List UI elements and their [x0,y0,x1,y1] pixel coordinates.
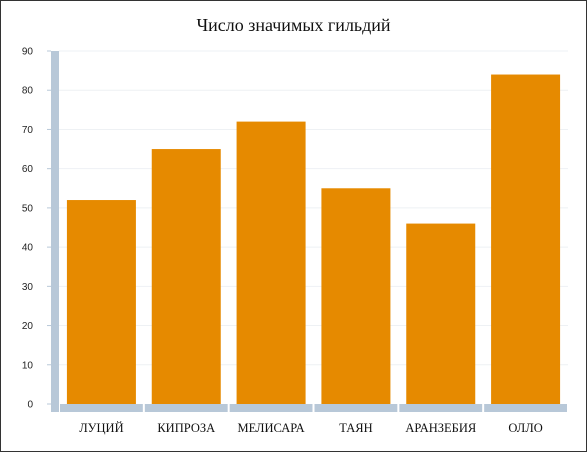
x-tick-label: ОЛЛО [508,421,542,435]
x-tick-label: МЕЛИСАРА [237,421,304,435]
bar [406,223,476,404]
bar [491,74,561,405]
bar [236,121,306,404]
x-tick-label: ТАЯН [339,421,372,435]
bar [151,149,221,404]
y-tick-label: 20 [22,321,34,332]
y-tick-label: 10 [22,360,34,371]
y-tick-label: 50 [22,203,34,214]
x-axis-segment [229,404,313,412]
y-tick-label: 60 [22,164,34,175]
y-tick-label: 90 [22,47,34,58]
y-axis [51,51,59,412]
y-tick-label: 70 [22,125,34,136]
y-tick-label: 80 [22,86,34,97]
bar [321,188,391,404]
x-axis-segment [484,404,567,412]
x-tick-label: ЛУЦИЙ [79,421,123,435]
x-axis-segment [314,404,398,412]
y-tick-label: 0 [27,400,33,411]
y-tick-label: 30 [22,282,34,293]
y-tick-label: 40 [22,243,34,254]
bar [66,200,136,404]
x-axis-segment [399,404,483,412]
x-tick-label: АРАНЗЕБИЯ [405,421,476,435]
x-tick-label: КИПРОЗА [157,421,215,435]
x-axis-segment [144,404,228,412]
x-axis-segment [60,404,143,412]
chart-title: Число значимых гильдий [196,15,391,35]
